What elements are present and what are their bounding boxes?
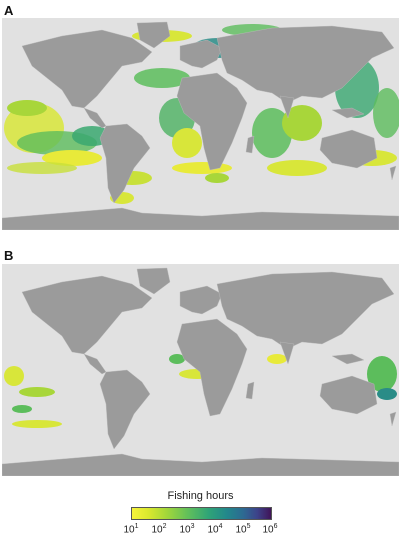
tick-label-3: 103 [179,523,195,536]
tick-label-5: 105 [235,523,251,536]
tick-label-2: 102 [151,523,167,536]
land-layer-a [2,21,399,230]
legend-title: Fishing hours [167,490,234,502]
tick-label-6: 106 [262,523,278,536]
map-panel-b [2,264,399,476]
panel-label-a: A [4,3,14,18]
land-layer-b [2,267,399,476]
tick-label-1: 101 [123,523,139,536]
panel-label-b: B [4,248,14,263]
tick-label-4: 104 [207,523,223,536]
map-panel-a [2,18,399,230]
color-scale-bar [131,507,272,520]
